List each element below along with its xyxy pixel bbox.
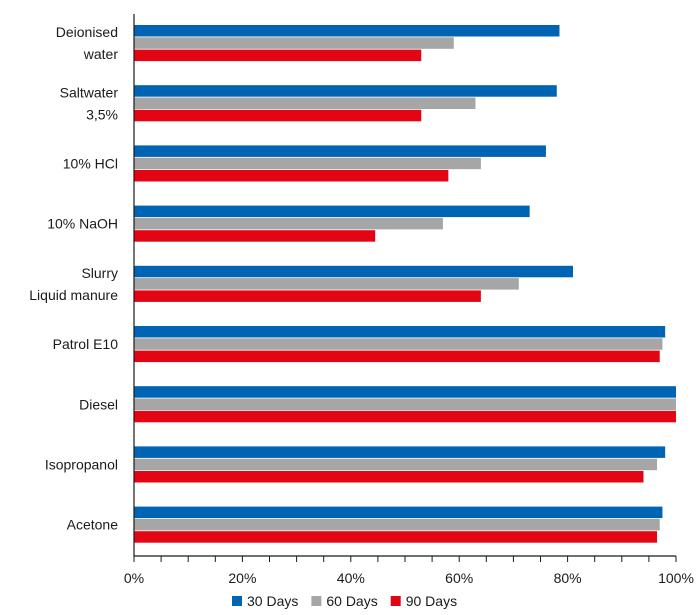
bar-60-days-2 — [134, 157, 481, 170]
category-label: Acetone — [67, 517, 119, 533]
bar-60-days-5 — [134, 338, 663, 350]
bar-60-days-6 — [134, 398, 676, 410]
legend-swatch-30-days — [232, 596, 242, 606]
bar-90-days-4 — [134, 290, 481, 302]
x-tick-label: 0% — [124, 570, 144, 586]
plot-area — [134, 25, 676, 543]
bar-60-days-8 — [134, 518, 660, 531]
bar-60-days-4 — [134, 278, 519, 290]
bar-30-days-8 — [134, 506, 663, 519]
bar-30-days-4 — [134, 265, 574, 278]
legend: 30 Days 60 Days 90 Days — [232, 593, 457, 609]
legend-label-30-days: 30 Days — [247, 593, 298, 609]
bar-30-days-1 — [134, 85, 557, 97]
x-tick-label: 100% — [658, 570, 694, 586]
category-label: water — [83, 46, 119, 62]
bar-30-days-6 — [134, 386, 676, 398]
bar-30-days-2 — [134, 145, 546, 157]
bar-30-days-7 — [134, 446, 666, 458]
category-label: Deionised — [56, 24, 118, 40]
bar-90-days-1 — [134, 109, 422, 122]
y-axis: Deionised water Saltwater 3,5% 10% HCl 10% Na… — [29, 14, 135, 556]
bar-90-days-7 — [134, 471, 644, 483]
category-label: Liquid manure — [29, 287, 118, 303]
x-tick-label: 60% — [445, 570, 473, 586]
x-tick-label: 20% — [228, 570, 256, 586]
bar-90-days-2 — [134, 170, 449, 182]
category-label: 3,5% — [86, 106, 118, 122]
bar-60-days-1 — [134, 97, 476, 109]
legend-label-90-days: 90 Days — [406, 593, 457, 609]
bar-90-days-6 — [134, 410, 676, 423]
category-label: Slurry — [81, 265, 118, 281]
bar-90-days-5 — [134, 350, 660, 363]
bar-60-days-7 — [134, 458, 658, 471]
bar-90-days-8 — [134, 531, 658, 543]
x-axis: 0% 20% 40% 60% 80% 100% — [124, 555, 694, 586]
bar-90-days-3 — [134, 230, 376, 242]
legend-swatch-60-days — [311, 596, 322, 606]
x-tick-label: 80% — [554, 570, 582, 586]
bar-30-days-0 — [134, 25, 560, 37]
legend-swatch-90-days — [390, 596, 401, 606]
bar-30-days-3 — [134, 205, 530, 218]
legend-label-60-days: 60 Days — [326, 593, 377, 609]
x-tick-label: 40% — [337, 570, 365, 586]
category-label: Isopropanol — [45, 456, 118, 472]
category-label: Patrol E10 — [53, 336, 119, 352]
category-label: 10% NaOH — [47, 216, 118, 232]
category-label: Diesel — [79, 396, 118, 412]
bar-60-days-3 — [134, 217, 443, 230]
bar-60-days-0 — [134, 37, 454, 49]
category-label: Saltwater — [60, 84, 119, 100]
bar-30-days-5 — [134, 326, 666, 338]
bar-90-days-0 — [134, 49, 422, 62]
category-label: 10% HCl — [63, 155, 118, 171]
